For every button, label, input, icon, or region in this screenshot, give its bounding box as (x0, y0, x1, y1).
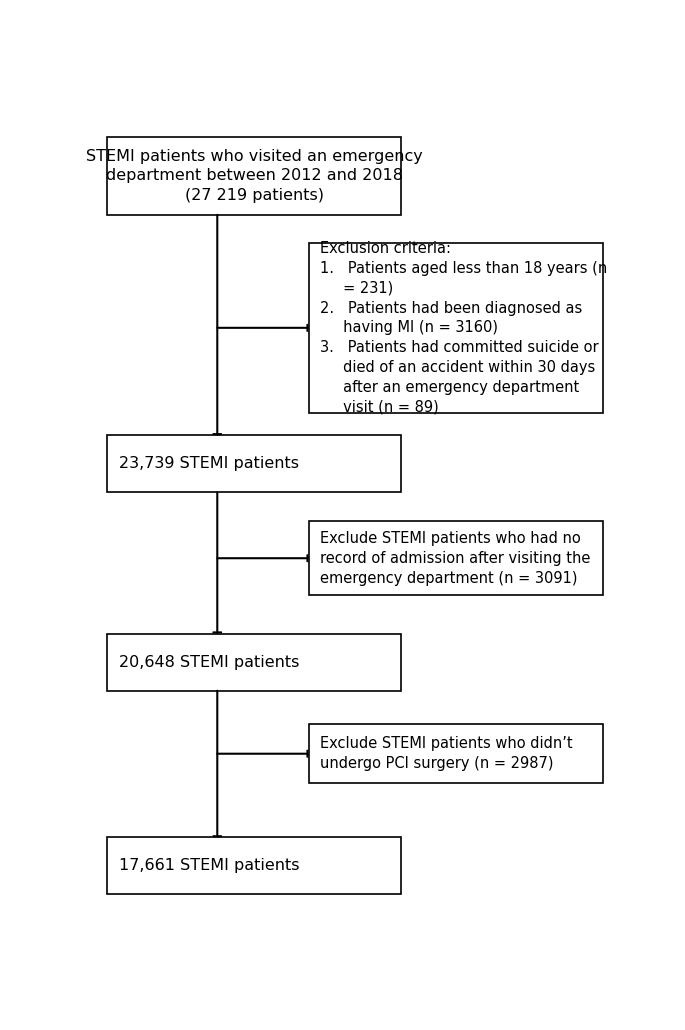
Bar (308, 521, 603, 595)
Bar (107, 436, 401, 492)
Text: Exclusion criteria:
1.   Patients aged less than 18 years (⁠n
     = 231)
2.   P: Exclusion criteria: 1. Patients aged les… (321, 241, 608, 414)
Text: 20,648 STEMI patients: 20,648 STEMI patients (119, 655, 299, 670)
Bar (107, 137, 401, 215)
Bar (308, 724, 603, 784)
Text: 17,661 STEMI patients: 17,661 STEMI patients (119, 858, 299, 873)
Text: STEMI patients who visited an emergency
department between 2012 and 2018
(27 219: STEMI patients who visited an emergency … (86, 148, 423, 203)
Text: 23,739 STEMI patients: 23,739 STEMI patients (119, 456, 299, 472)
Bar (107, 633, 401, 691)
Text: Exclude STEMI patients who had no
record of admission after visiting the
emergen: Exclude STEMI patients who had no record… (321, 530, 590, 585)
Bar (107, 837, 401, 894)
Bar (308, 243, 603, 413)
Text: Exclude STEMI patients who didn’t
undergo PCI surgery (⁠n = 2987): Exclude STEMI patients who didn’t underg… (321, 736, 573, 771)
